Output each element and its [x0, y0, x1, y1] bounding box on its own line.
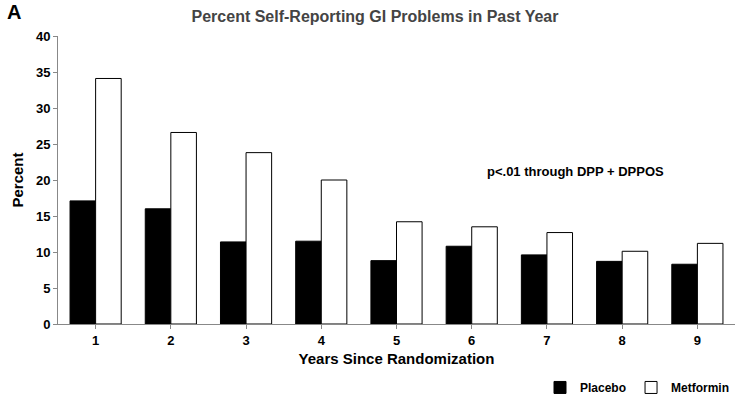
svg-text:Percent: Percent [9, 152, 26, 207]
svg-text:9: 9 [694, 333, 701, 348]
svg-text:2: 2 [167, 333, 174, 348]
svg-text:5: 5 [43, 281, 50, 296]
svg-text:7: 7 [543, 333, 550, 348]
svg-text:10: 10 [36, 245, 50, 260]
svg-text:Placebo: Placebo [580, 381, 626, 395]
svg-text:Years Since Randomization: Years Since Randomization [299, 350, 495, 367]
svg-text:40: 40 [36, 29, 50, 44]
svg-text:6: 6 [468, 333, 475, 348]
svg-text:Percent Self-Reporting GI Prob: Percent Self-Reporting GI Problems in Pa… [192, 8, 559, 25]
svg-text:A: A [7, 1, 21, 23]
svg-text:Metformin: Metformin [671, 381, 729, 395]
svg-text:0: 0 [43, 317, 50, 332]
svg-text:30: 30 [36, 101, 50, 116]
svg-text:3: 3 [242, 333, 249, 348]
svg-text:35: 35 [36, 65, 50, 80]
svg-text:25: 25 [36, 137, 50, 152]
svg-text:4: 4 [318, 333, 326, 348]
svg-text:p<.01 through DPP + DPPOS: p<.01 through DPP + DPPOS [487, 164, 664, 179]
svg-text:1: 1 [92, 333, 99, 348]
svg-text:15: 15 [36, 209, 50, 224]
svg-text:20: 20 [36, 173, 50, 188]
svg-text:5: 5 [393, 333, 400, 348]
svg-text:8: 8 [619, 333, 626, 348]
